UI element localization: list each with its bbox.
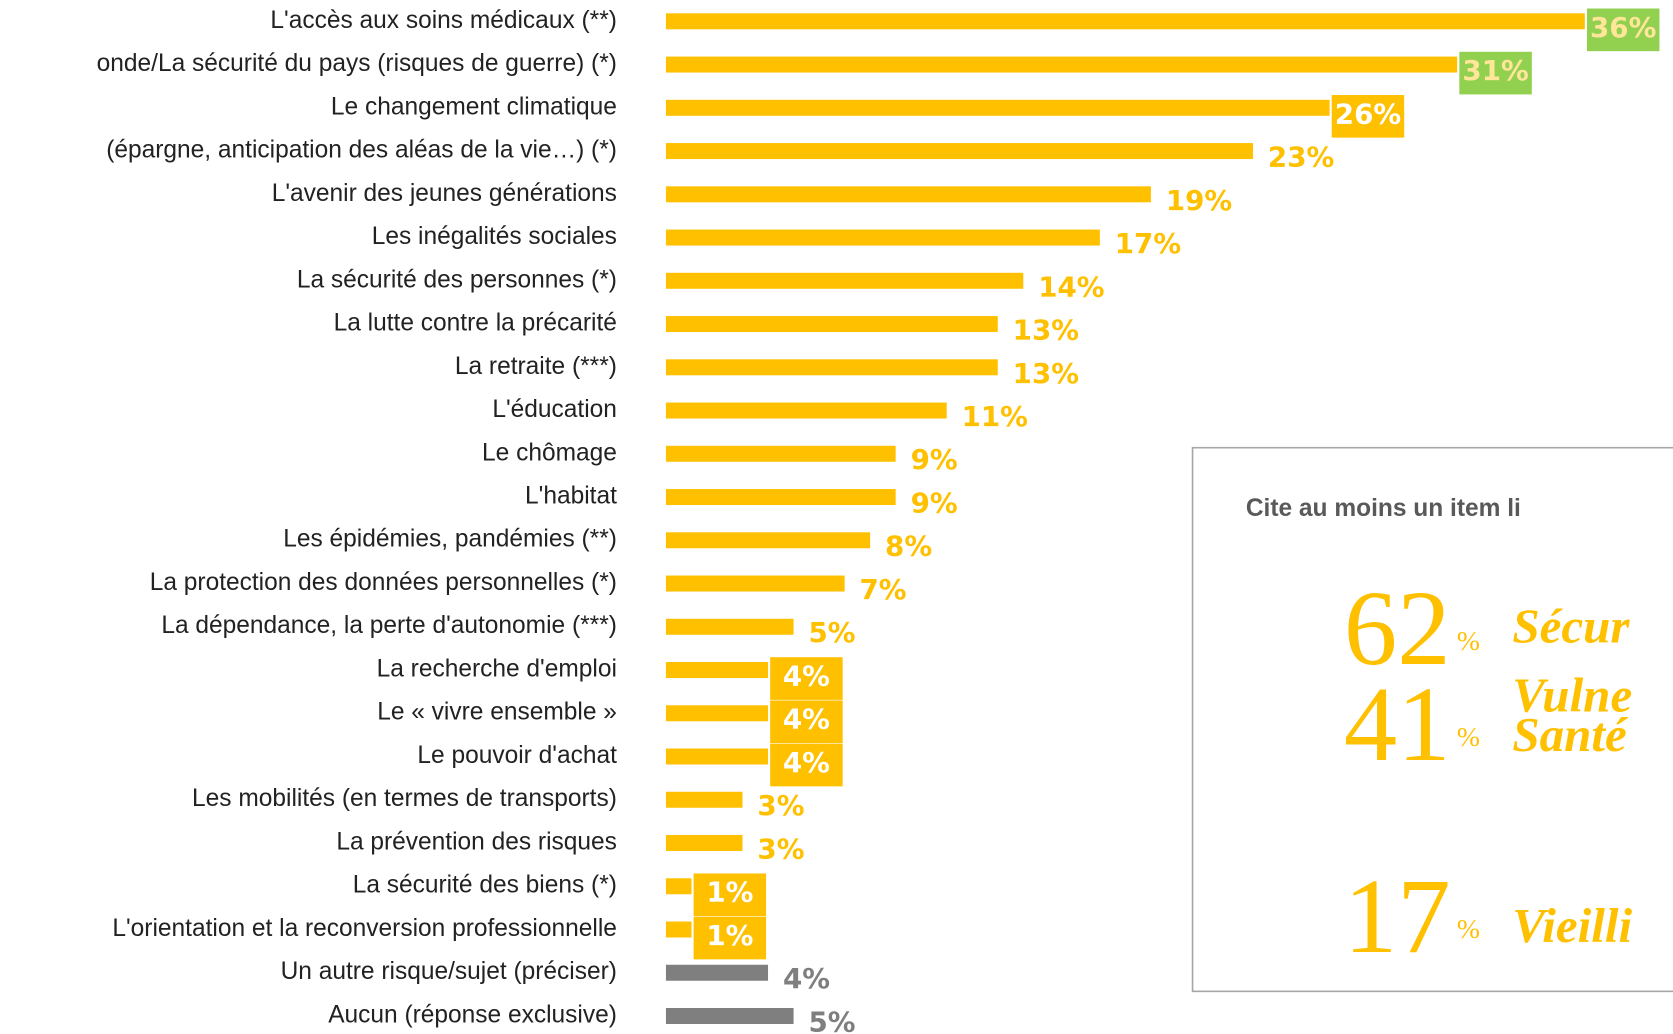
bar: [665, 964, 769, 981]
category-label: La protection des données personnelles (…: [150, 569, 617, 596]
category-label: Les épidémies, pandémies (**): [283, 526, 617, 553]
value-label: 13%: [1013, 357, 1079, 390]
summary-box: [1191, 446, 1673, 993]
value-label: 4%: [783, 746, 830, 779]
category-label: La retraite (***): [455, 353, 617, 380]
box-item-label: Sécur: [1512, 598, 1630, 653]
value-label-box: [770, 743, 843, 787]
box-item-label: Santé: [1512, 707, 1629, 762]
bar: [665, 705, 769, 722]
bar: [665, 229, 1100, 246]
category-label: Le pouvoir d'achat: [417, 742, 617, 769]
category-label: Les inégalités sociales: [372, 223, 617, 250]
value-label: 1%: [706, 919, 753, 952]
bar: [665, 921, 692, 938]
value-label: 17%: [1115, 227, 1181, 260]
value-label: 4%: [783, 703, 830, 736]
value-label-box: [693, 873, 767, 917]
value-label: 36%: [1590, 11, 1656, 44]
category-label: La recherche d'emploi: [377, 655, 617, 682]
category-label: Un autre risque/sujet (préciser): [281, 958, 617, 985]
box-title: Cite au moins un item li: [1246, 495, 1521, 522]
value-label-box: [1586, 8, 1660, 52]
value-label: 9%: [911, 486, 958, 519]
value-label: 31%: [1462, 54, 1528, 87]
category-label: L'éducation: [492, 396, 617, 423]
value-label: 1%: [706, 876, 753, 909]
bar: [665, 748, 769, 765]
box-value: 17: [1344, 858, 1451, 976]
category-label: Le chômage: [482, 439, 617, 466]
category-label: (épargne, anticipation des aléas de la v…: [106, 137, 617, 164]
value-label: 3%: [757, 789, 804, 822]
category-label: La sécurité des personnes (*): [297, 266, 617, 293]
bar: [665, 532, 871, 549]
value-label: 13%: [1013, 314, 1079, 347]
value-label: 5%: [808, 1005, 855, 1034]
bar: [665, 662, 769, 679]
bar: [665, 13, 1585, 30]
category-label: La dépendance, la perte d'autonomie (***…: [161, 612, 617, 639]
value-label: 5%: [808, 616, 855, 649]
value-label: 3%: [757, 832, 804, 865]
value-label: 8%: [885, 530, 932, 563]
box-unit: %: [1457, 721, 1480, 752]
category-label: onde/La sécurité du pays (risques de gue…: [97, 50, 617, 77]
category-label: L'orientation et la reconversion profess…: [112, 915, 617, 942]
category-label: La lutte contre la précarité: [334, 310, 617, 337]
category-label: L'avenir des jeunes générations: [272, 180, 617, 207]
bar: [665, 402, 947, 419]
category-label: L'habitat: [525, 483, 617, 510]
category-label: La sécurité des biens (*): [353, 872, 617, 899]
value-label: 19%: [1166, 184, 1232, 217]
value-label-box: [770, 657, 843, 700]
value-label: 23%: [1268, 141, 1334, 174]
bar: [665, 56, 1458, 73]
box-value: 62: [1344, 570, 1451, 688]
bar: [665, 316, 998, 333]
value-label: 4%: [783, 659, 830, 692]
category-label: L'accès aux soins médicaux (**): [270, 7, 616, 34]
bar: [665, 791, 743, 808]
bar: [665, 359, 998, 376]
bar: [665, 618, 794, 635]
value-label: 26%: [1335, 97, 1401, 130]
value-label-box: [770, 700, 843, 744]
value-label-box: [693, 916, 767, 960]
category-label: Aucun (réponse exclusive): [328, 1001, 617, 1028]
category-label: La prévention des risques: [336, 828, 617, 855]
box-item-label: Vulne: [1512, 668, 1632, 723]
bar: [665, 143, 1254, 160]
bar: [665, 445, 896, 462]
value-label: 11%: [962, 400, 1028, 433]
value-label: 7%: [860, 573, 907, 606]
bar: [665, 878, 692, 895]
box-item-label: Vieilli: [1512, 898, 1632, 953]
box-value: 41: [1344, 666, 1451, 784]
category-label: Le « vivre ensemble »: [377, 699, 617, 726]
bar: [665, 835, 743, 852]
bar: [665, 1008, 794, 1024]
bar: [665, 575, 845, 592]
bar: [665, 489, 896, 506]
bar: [665, 186, 1151, 203]
value-label-box: [1331, 95, 1405, 138]
value-label: 4%: [783, 962, 830, 995]
bar: [665, 99, 1330, 116]
category-label: Les mobilités (en termes de transports): [192, 785, 617, 812]
value-label-box: [1459, 51, 1532, 95]
box-unit: %: [1457, 625, 1480, 656]
category-label: Le changement climatique: [331, 93, 617, 120]
value-label: 14%: [1038, 270, 1104, 303]
box-unit: %: [1457, 913, 1480, 944]
bar: [665, 272, 1024, 289]
value-label: 9%: [911, 443, 958, 476]
